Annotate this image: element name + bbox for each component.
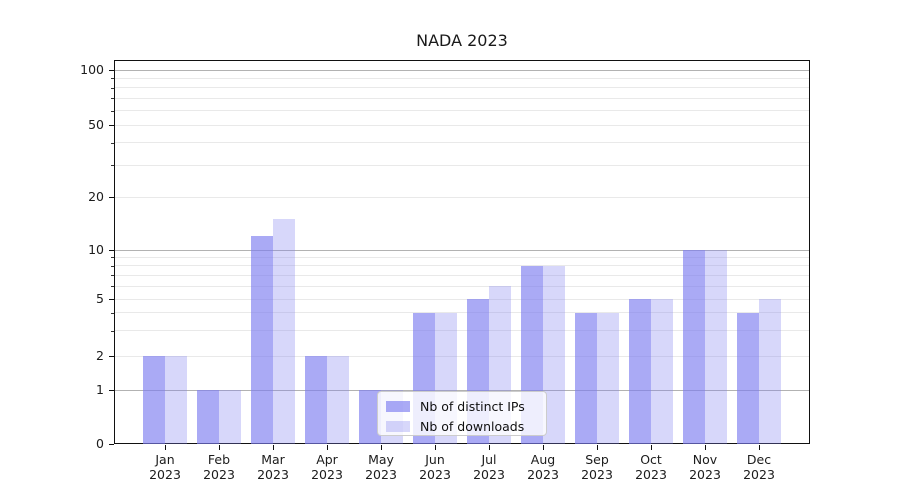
gridline-minor [115, 356, 809, 357]
gridline-minor [115, 197, 809, 198]
y-minor-tick [111, 88, 114, 89]
legend-row-distinct-ips: Nb of distinct IPs [378, 396, 546, 416]
x-tick [219, 445, 220, 450]
bar-ips-apr-2023 [305, 356, 327, 444]
y-minor-tick [111, 266, 114, 267]
bar-downloads-jan-2023 [165, 356, 187, 444]
x-tick-label: Feb 2023 [203, 452, 235, 482]
y-tick-label: 100 [80, 62, 104, 77]
gridline-minor [115, 286, 809, 287]
x-tick [651, 445, 652, 450]
gridline-minor [115, 299, 809, 300]
y-tick-label: 5 [96, 291, 104, 306]
bar-downloads-feb-2023 [219, 390, 241, 444]
bar-downloads-nov-2023 [705, 250, 727, 444]
bar-downloads-sep-2023 [597, 312, 619, 444]
legend-swatch-distinct-ips [386, 400, 410, 412]
gridline-minor [115, 275, 809, 276]
chart-title: NADA 2023 [416, 31, 508, 50]
gridline-minor [115, 125, 809, 126]
y-tick-label: 1 [96, 382, 104, 397]
y-minor-tick [111, 331, 114, 332]
x-tick-label: Nov 2023 [689, 452, 721, 482]
bar-ips-may-2023 [359, 390, 381, 444]
x-tick [489, 445, 490, 450]
y-tick [109, 390, 114, 391]
x-tick-label: Apr 2023 [311, 452, 343, 482]
y-minor-tick [111, 286, 114, 287]
gridline-minor [115, 142, 809, 143]
gridline-major [115, 250, 809, 251]
bar-downloads-aug-2023 [543, 265, 565, 444]
bar-downloads-apr-2023 [327, 356, 349, 444]
y-tick [109, 250, 114, 251]
x-tick-label: Jun 2023 [419, 452, 451, 482]
x-tick [273, 445, 274, 450]
gridline-major [115, 390, 809, 391]
x-tick [543, 445, 544, 450]
bar-ips-feb-2023 [197, 390, 219, 444]
y-minor-tick [111, 165, 114, 166]
x-tick [759, 445, 760, 450]
y-minor-tick [111, 257, 114, 258]
legend-row-downloads: Nb of downloads [378, 416, 546, 436]
gridline-minor [115, 312, 809, 313]
y-tick-label: 0 [96, 436, 104, 451]
x-tick-label: Mar 2023 [257, 452, 289, 482]
y-minor-tick [111, 98, 114, 99]
y-tick [109, 444, 114, 445]
gridline-minor [115, 330, 809, 331]
bar-ips-jan-2023 [143, 356, 165, 444]
bar-downloads-mar-2023 [273, 218, 295, 444]
gridline-minor [115, 98, 809, 99]
legend: Nb of distinct IPs Nb of downloads [377, 391, 547, 436]
x-tick [435, 445, 436, 450]
y-minor-tick [111, 313, 114, 314]
gridline-minor [115, 110, 809, 111]
y-tick [109, 356, 114, 357]
y-minor-tick [111, 275, 114, 276]
x-tick [381, 445, 382, 450]
x-tick [597, 445, 598, 450]
gridline-minor [115, 265, 809, 266]
x-tick-label: Jul 2023 [473, 452, 505, 482]
x-tick-label: Jan 2023 [149, 452, 181, 482]
legend-label-distinct-ips: Nb of distinct IPs [420, 398, 525, 414]
x-tick-label: Sep 2023 [581, 452, 613, 482]
bar-downloads-oct-2023 [651, 299, 673, 444]
gridline-minor [115, 87, 809, 88]
bar-downloads-dec-2023 [759, 299, 781, 444]
y-minor-tick [111, 111, 114, 112]
y-minor-tick [111, 78, 114, 79]
y-tick [109, 197, 114, 198]
gridline-minor [115, 165, 809, 166]
gridline-major [115, 70, 809, 71]
bar-ips-oct-2023 [629, 299, 651, 444]
legend-swatch-downloads [386, 420, 410, 432]
bar-ips-mar-2023 [251, 236, 273, 444]
y-tick [109, 70, 114, 71]
y-tick [109, 125, 114, 126]
y-tick-label: 10 [88, 242, 104, 257]
x-tick-label: Dec 2023 [743, 452, 775, 482]
legend-label-downloads: Nb of downloads [420, 418, 525, 434]
y-minor-tick [111, 143, 114, 144]
x-tick-label: Aug 2023 [527, 452, 559, 482]
bar-ips-nov-2023 [683, 250, 705, 444]
x-tick-label: Oct 2023 [635, 452, 667, 482]
x-tick [165, 445, 166, 450]
bar-ips-sep-2023 [575, 312, 597, 444]
y-tick-label: 20 [88, 189, 104, 204]
x-tick [705, 445, 706, 450]
y-tick [109, 299, 114, 300]
bar-ips-dec-2023 [737, 312, 759, 444]
gridline-minor [115, 257, 809, 258]
x-tick [327, 445, 328, 450]
y-tick-label: 50 [88, 117, 104, 132]
y-tick-label: 2 [96, 348, 104, 363]
x-tick-label: May 2023 [365, 452, 397, 482]
gridline-minor [115, 78, 809, 79]
